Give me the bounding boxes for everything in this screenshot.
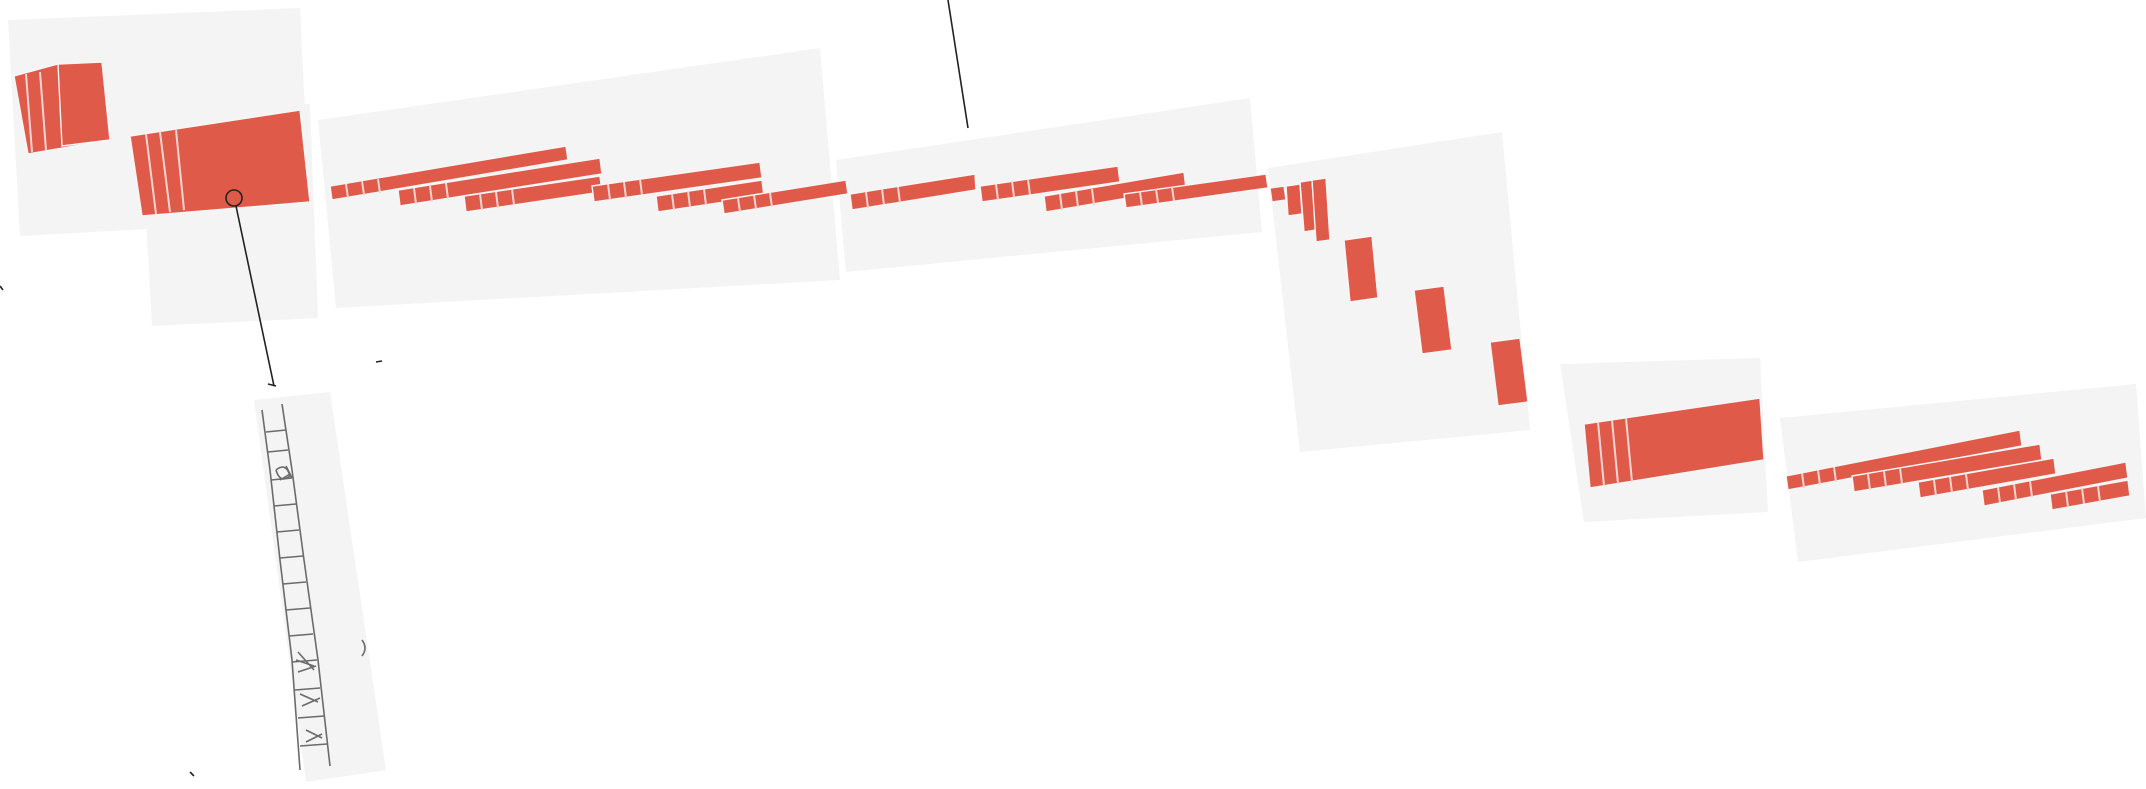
sketch-mark: [361, 639, 366, 657]
block-divider: [1059, 193, 1063, 211]
block: [1917, 457, 2057, 499]
block-descent: [1269, 177, 1529, 407]
block-divider: [377, 178, 381, 194]
block-divider: [495, 191, 499, 209]
block-divider: [1611, 419, 1619, 485]
block-divider: [1139, 191, 1143, 207]
block-divider: [865, 191, 869, 209]
block: [57, 61, 111, 147]
block-divider: [1817, 469, 1821, 486]
block: [1785, 429, 2023, 491]
block: [1583, 397, 1765, 489]
block-divider: [2081, 487, 2085, 505]
stray-mark: [375, 360, 383, 363]
block-divider: [769, 192, 773, 208]
block-divider: [1801, 472, 1805, 489]
block-divider: [1997, 486, 2001, 504]
block-divider: [687, 190, 691, 208]
block-divider: [413, 187, 417, 205]
block: [1123, 173, 1269, 209]
block-divider: [1965, 473, 1969, 491]
block-divider: [2029, 480, 2033, 498]
block: [1413, 285, 1453, 355]
block-divider: [1075, 190, 1079, 208]
block: [1285, 183, 1303, 217]
block-divider: [479, 193, 483, 211]
block-divider: [671, 193, 675, 211]
connector-line: [235, 205, 275, 387]
block-divider: [1867, 473, 1871, 491]
vertical-pen-line: [947, 0, 969, 129]
block-divider: [703, 188, 707, 206]
ladder-rail-left: [261, 409, 301, 771]
block: [1489, 337, 1529, 407]
block-divider: [1833, 466, 1837, 483]
block-divider: [2097, 485, 2101, 503]
block-divider: [881, 188, 885, 206]
block-divider: [159, 131, 171, 213]
block: [721, 179, 849, 215]
block: [591, 161, 763, 203]
block-divider: [345, 183, 349, 199]
block-divider: [897, 186, 901, 204]
ladder-rail-right: [281, 403, 331, 767]
block-divider: [1011, 180, 1015, 198]
ink-marks: [0, 0, 969, 777]
block-divider: [1899, 467, 1903, 485]
block: [1981, 461, 2129, 507]
marker-circle: [225, 189, 243, 207]
block-staircase-3: [1785, 429, 2131, 511]
block-group-2: [129, 109, 311, 217]
block: [849, 173, 977, 211]
block-divider: [1883, 470, 1887, 488]
block-divider: [429, 185, 433, 203]
block-divider: [25, 73, 33, 153]
block: [979, 165, 1121, 203]
block-divider: [1155, 188, 1159, 204]
block-divider: [1171, 186, 1175, 202]
sketch-hatch: [295, 651, 323, 743]
tile-8: [254, 392, 386, 782]
block: [1343, 235, 1379, 303]
block-divider: [511, 188, 515, 206]
stray-mark: [189, 771, 195, 777]
block: [1269, 185, 1287, 203]
stray-mark: [0, 285, 4, 291]
block-divider: [1933, 479, 1937, 497]
block-divider: [639, 178, 643, 196]
block-group-1: [13, 61, 112, 155]
block-divider: [1949, 476, 1953, 494]
sketch-hatch: [275, 465, 293, 481]
block-staircase-2: [849, 165, 1269, 213]
block-group-3: [1583, 397, 1765, 489]
block: [129, 109, 311, 217]
block: [2049, 479, 2131, 511]
block-divider: [753, 194, 757, 210]
block-divider: [175, 129, 185, 211]
block-divider: [607, 183, 611, 201]
block: [397, 157, 603, 207]
block: [1311, 177, 1331, 243]
block-divider: [39, 71, 47, 151]
block-divider: [1625, 417, 1633, 483]
block-divider: [995, 183, 999, 201]
tile-5: [1268, 132, 1530, 452]
block-divider: [2065, 490, 2069, 508]
block-divider: [1597, 421, 1605, 487]
paper-tiles: [8, 8, 2146, 782]
connector-tick: [267, 383, 277, 387]
block-divider: [1091, 188, 1095, 206]
block-divider: [1027, 178, 1031, 196]
block-divider: [2013, 483, 2017, 501]
block-divider: [145, 133, 157, 215]
block-divider: [361, 180, 365, 196]
block: [329, 145, 569, 201]
block-staircase-1: [329, 145, 849, 215]
block-divider: [737, 197, 741, 213]
block-divider: [623, 181, 627, 199]
block-divider: [445, 182, 449, 200]
hand-drawn-ladder-sketch: [261, 403, 366, 771]
